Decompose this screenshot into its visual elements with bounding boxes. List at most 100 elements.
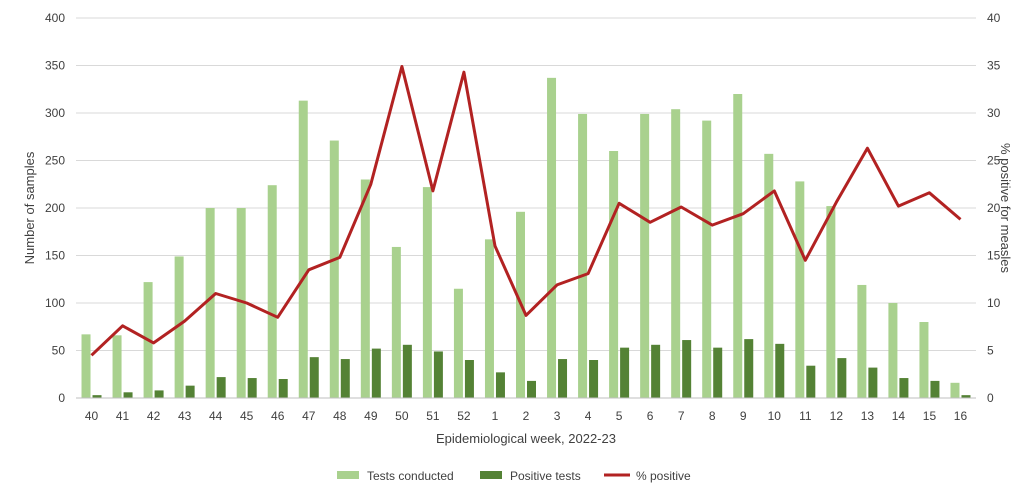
x-tick-label: 8 <box>709 409 716 423</box>
x-tick-label: 52 <box>457 409 471 423</box>
y-tick-label-left: 150 <box>45 249 65 263</box>
bar-positive-tests <box>433 351 443 398</box>
bar-positive-tests <box>340 359 350 398</box>
bar-positive-tests <box>806 365 816 398</box>
x-tick-label: 7 <box>678 409 685 423</box>
bar-positive-tests <box>216 377 226 398</box>
y-tick-label-right: 25 <box>987 154 1001 168</box>
y-tick-label-left: 250 <box>45 154 65 168</box>
bar-positive-tests <box>402 344 412 398</box>
bar-positive-tests <box>185 385 195 398</box>
legend-swatch-positive-tests <box>480 471 502 479</box>
bar-tests-conducted <box>919 322 929 398</box>
bar-positive-tests <box>495 372 505 398</box>
bar-tests-conducted <box>640 113 650 398</box>
x-tick-label: 44 <box>209 409 223 423</box>
bar-tests-conducted <box>826 206 836 398</box>
legend-label-percent-positive: % positive <box>636 469 691 483</box>
legend-label-tests-conducted: Tests conducted <box>367 469 454 483</box>
x-tick-label: 41 <box>116 409 130 423</box>
legend-label-positive-tests: Positive tests <box>510 469 581 483</box>
bar-tests-conducted <box>236 208 246 398</box>
y-axis-left-title: Number of samples <box>22 151 37 264</box>
y-tick-label-right: 5 <box>987 344 994 358</box>
y-tick-label-right: 40 <box>987 11 1001 25</box>
x-tick-label: 42 <box>147 409 161 423</box>
y-tick-label-right: 10 <box>987 296 1001 310</box>
y-tick-label-left: 300 <box>45 106 65 120</box>
x-tick-label: 14 <box>892 409 906 423</box>
x-tick-label: 40 <box>85 409 99 423</box>
y-tick-label-left: 50 <box>52 344 66 358</box>
bar-positive-tests <box>682 340 692 398</box>
x-tick-label: 2 <box>523 409 530 423</box>
y-axis-right-ticks: 0 5 10 15 20 25 30 35 40 <box>987 11 1001 405</box>
bar-positive-tests <box>899 378 909 398</box>
bar-positive-tests <box>713 347 723 398</box>
bar-positive-tests <box>247 378 257 398</box>
x-tick-label: 6 <box>647 409 654 423</box>
bar-positive-tests <box>558 359 568 398</box>
bar-tests-conducted <box>112 335 122 398</box>
line-percent-positive <box>90 65 962 357</box>
bar-positive-tests <box>651 344 661 398</box>
bar-tests-conducted <box>205 208 215 398</box>
bar-positive-tests <box>930 380 940 398</box>
x-tick-label: 12 <box>830 409 844 423</box>
y-tick-label-right: 0 <box>987 391 994 405</box>
x-tick-label: 47 <box>302 409 316 423</box>
x-tick-label: 16 <box>954 409 968 423</box>
y-tick-label-right: 35 <box>987 59 1001 73</box>
bar-positive-tests <box>961 395 971 398</box>
bar-tests-conducted <box>950 382 960 398</box>
percent-positive-line <box>90 65 962 357</box>
bars <box>81 77 971 399</box>
x-tick-label: 5 <box>616 409 623 423</box>
x-tick-label: 49 <box>364 409 378 423</box>
bar-positive-tests <box>589 360 599 398</box>
x-tick-label: 1 <box>492 409 499 423</box>
y-tick-label-left: 100 <box>45 296 65 310</box>
bar-tests-conducted <box>733 94 743 398</box>
x-tick-label: 3 <box>554 409 561 423</box>
bar-positive-tests <box>92 395 102 398</box>
x-axis-title: Epidemiological week, 2022-23 <box>436 431 616 446</box>
bar-tests-conducted <box>81 334 91 398</box>
x-tick-label: 50 <box>395 409 409 423</box>
x-tick-label: 51 <box>426 409 440 423</box>
bar-tests-conducted <box>360 179 370 398</box>
bar-positive-tests <box>154 390 164 398</box>
bar-tests-conducted <box>391 246 401 398</box>
y-axis-left-ticks: 0 50 100 150 200 250 300 350 400 <box>45 11 65 405</box>
bar-tests-conducted <box>609 151 619 398</box>
bar-tests-conducted <box>547 77 557 398</box>
y-tick-label-left: 350 <box>45 59 65 73</box>
x-tick-label: 4 <box>585 409 592 423</box>
legend: Tests conducted Positive tests % positiv… <box>337 469 691 483</box>
bar-positive-tests <box>744 339 754 398</box>
bar-positive-tests <box>837 358 847 398</box>
bar-positive-tests <box>620 347 630 398</box>
bar-positive-tests <box>371 348 381 398</box>
bar-tests-conducted <box>795 181 805 398</box>
x-axis-ticks: 40 41 42 43 44 45 46 47 48 49 50 51 52 1 2 3 4 5 6 7 8 9 10 11 1… <box>85 409 968 423</box>
bar-tests-conducted <box>578 113 588 398</box>
x-tick-label: 15 <box>923 409 937 423</box>
bar-positive-tests <box>123 392 133 398</box>
gridlines <box>76 17 976 351</box>
bar-tests-conducted <box>671 109 681 398</box>
x-tick-label: 45 <box>240 409 254 423</box>
bar-tests-conducted <box>267 185 277 398</box>
legend-swatch-tests-conducted <box>337 471 359 479</box>
bar-positive-tests <box>868 367 878 398</box>
bar-tests-conducted <box>888 303 898 398</box>
x-tick-label: 10 <box>768 409 782 423</box>
bar-tests-conducted <box>764 153 774 398</box>
x-tick-label: 13 <box>861 409 875 423</box>
bar-tests-conducted <box>484 239 494 398</box>
bar-tests-conducted <box>298 100 308 399</box>
y-tick-label-right: 20 <box>987 201 1001 215</box>
bar-tests-conducted <box>702 120 712 398</box>
bar-positive-tests <box>309 357 319 398</box>
bar-positive-tests <box>527 380 536 398</box>
